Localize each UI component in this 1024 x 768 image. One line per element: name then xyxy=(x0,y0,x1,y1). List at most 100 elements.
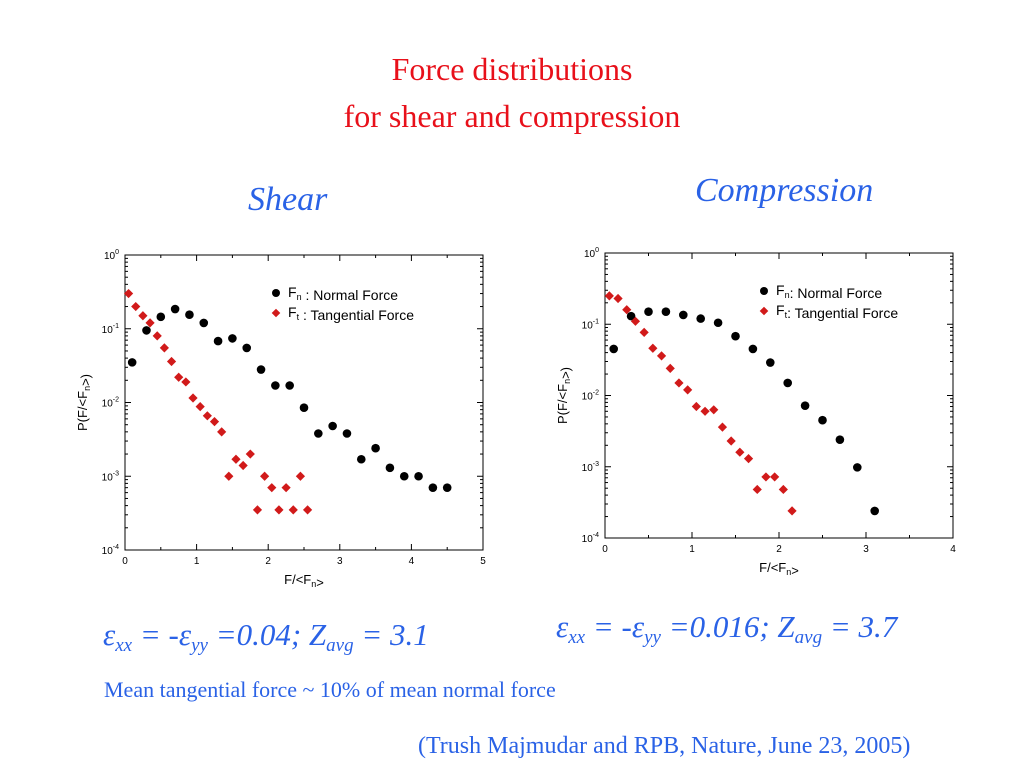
tangential-force-point xyxy=(648,343,658,353)
tangential-force-point xyxy=(224,471,234,481)
y-tick-label: 100 xyxy=(104,249,119,262)
eq-epsilon-2: ε xyxy=(178,617,192,652)
y-tick-label: 10-4 xyxy=(102,544,119,557)
tangential-force-series xyxy=(604,291,797,516)
slide-title-line-1: Force distributions xyxy=(391,51,633,87)
tangential-force-point xyxy=(778,484,788,495)
normal-force-point xyxy=(328,421,337,431)
tangential-force-point xyxy=(238,460,248,471)
normal-force-point xyxy=(170,304,180,314)
tangential-force-point xyxy=(787,506,797,516)
normal-force-point xyxy=(156,312,166,322)
tangential-force-point xyxy=(245,449,255,459)
legend-label-tangential: Ft: Tangential Force xyxy=(776,302,898,321)
tangential-force-point xyxy=(123,288,134,299)
tangential-force-point xyxy=(131,301,141,312)
tangential-force-point xyxy=(683,385,693,395)
normal-force-point xyxy=(818,415,827,425)
eq-value: =0.016; Z xyxy=(660,609,795,644)
normal-force-point xyxy=(342,429,352,438)
y-tick-label: 10-2 xyxy=(102,397,119,410)
normal-force-point xyxy=(748,344,758,354)
tangential-force-point xyxy=(281,483,291,493)
tangential-force-point xyxy=(217,427,227,437)
normal-force-point xyxy=(766,358,775,367)
x-tick-label: 1 xyxy=(194,556,200,567)
tangential-force-point xyxy=(195,401,205,412)
tangential-force-point xyxy=(138,311,148,321)
normal-force-series xyxy=(127,304,452,492)
tangential-force-point xyxy=(656,351,667,361)
normal-force-point xyxy=(731,331,740,341)
x-tick-label: 0 xyxy=(602,544,608,555)
tangential-force-point xyxy=(295,471,306,481)
tangential-force-point xyxy=(181,377,191,387)
tangential-force-point xyxy=(202,411,212,421)
legend-label-normal: Fn : Normal Force xyxy=(288,284,398,303)
tangential-force-point xyxy=(252,505,263,515)
normal-force-point xyxy=(626,311,636,321)
y-axis-label: P(F/<Fn>) xyxy=(75,374,93,431)
x-tick-label: 4 xyxy=(950,544,956,555)
eq-epsilon: ε xyxy=(556,609,569,644)
normal-force-point xyxy=(800,401,810,410)
tangential-force-point xyxy=(302,505,313,515)
eq-z-value: = 3.7 xyxy=(822,609,898,644)
tangential-force-point xyxy=(174,372,184,382)
tangential-force-point xyxy=(743,454,754,464)
normal-force-point xyxy=(696,314,705,323)
x-axis-label: F/<Fn> xyxy=(284,572,324,590)
normal-force-point xyxy=(385,463,395,473)
tangential-force-point xyxy=(274,505,284,515)
y-axis-label: P(F/<Fn>) xyxy=(555,367,573,424)
y-tick-label: 10-3 xyxy=(582,461,599,474)
tangential-force-series xyxy=(123,288,313,515)
normal-force-point xyxy=(356,454,366,464)
eq-minus: = - xyxy=(132,617,179,652)
eq-z-value: = 3.1 xyxy=(353,617,429,652)
tangential-force-point xyxy=(735,447,745,457)
tangential-force-point xyxy=(188,393,198,403)
tangential-force-point xyxy=(700,406,710,416)
legend-marker-tangential xyxy=(271,308,281,318)
normal-force-point xyxy=(870,506,879,516)
eq-epsilon: ε xyxy=(103,617,116,652)
y-tick-label: 100 xyxy=(584,247,599,260)
eq-sub-yy: yy xyxy=(191,635,208,656)
eq-sub-xx: xx xyxy=(115,635,133,656)
tangential-force-point xyxy=(260,471,270,481)
normal-force-point xyxy=(213,336,223,346)
eq-sub-yy: yy xyxy=(644,627,661,648)
eq-sub-avg: avg xyxy=(794,627,823,648)
normal-force-point xyxy=(835,435,845,444)
normal-force-point xyxy=(371,443,380,453)
normal-force-point xyxy=(314,429,323,438)
normal-force-point xyxy=(853,463,862,472)
eq-minus: = - xyxy=(585,609,632,644)
legend-label-normal: Fn: Normal Force xyxy=(776,282,882,301)
slide-title-line-2: for shear and compression xyxy=(343,98,681,134)
tangential-force-point xyxy=(639,327,649,337)
tangential-force-point xyxy=(761,472,771,482)
normal-force-point xyxy=(679,310,688,320)
normal-force-point xyxy=(713,318,723,328)
x-tick-label: 1 xyxy=(689,544,695,555)
shear-force-distribution-chart: 0 1 2 3 4 5 100 10-1 10-2 10-3 10-4 F/<Fn> P(F/<Fn>)… xyxy=(75,249,486,590)
tangential-force-point xyxy=(674,378,684,388)
tangential-force-point xyxy=(726,436,736,446)
legend-marker-normal xyxy=(272,289,280,297)
normal-force-point xyxy=(242,343,252,353)
x-tick-label: 2 xyxy=(776,544,782,555)
y-tick-label: 10-2 xyxy=(582,390,599,403)
legend-marker-normal xyxy=(760,287,768,295)
normal-force-point xyxy=(299,403,309,413)
compression-heading: Compression xyxy=(695,172,874,209)
tangential-force-point xyxy=(267,483,277,493)
x-tick-label: 4 xyxy=(409,556,415,567)
tangential-force-point xyxy=(665,363,675,374)
tangential-force-point xyxy=(691,401,701,412)
normal-force-series xyxy=(609,307,879,516)
eq-sub-avg: avg xyxy=(326,635,354,656)
x-tick-label: 3 xyxy=(337,556,343,567)
normal-force-point xyxy=(661,307,671,317)
